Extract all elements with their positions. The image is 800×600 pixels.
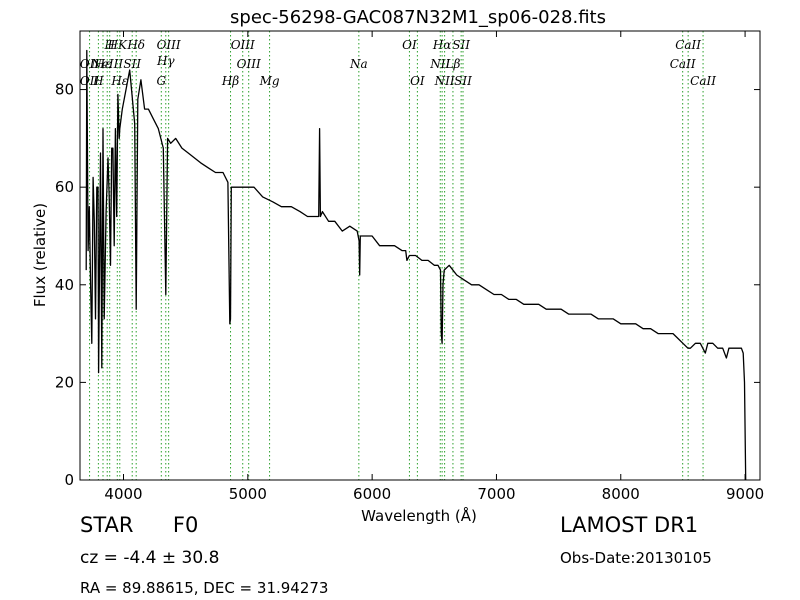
coordinates-label: RA = 89.88615, DEC = 31.94273 <box>80 579 329 597</box>
x-tick-label: 6000 <box>353 485 391 503</box>
x-tick-label: 8000 <box>602 485 640 503</box>
x-tick-label: 4000 <box>104 485 142 503</box>
line-marker-label: OIII <box>231 38 255 52</box>
x-axis-label: Wavelength (Å) <box>361 506 477 525</box>
spectrum-series <box>85 49 747 481</box>
line-marker-label: Hε <box>110 74 128 88</box>
line-marker-label: OII <box>80 57 100 71</box>
line-marker-label: NeIII <box>90 57 123 71</box>
line-marker-label: G <box>157 74 167 88</box>
y-tick-label: 0 <box>64 471 74 489</box>
spectrum-line <box>85 49 747 481</box>
line-marker-label: H <box>92 74 104 88</box>
line-marker-label: OII <box>80 74 100 88</box>
line-marker-label: CaII <box>670 57 696 71</box>
line-marker-label: OIII <box>157 38 181 52</box>
x-tick-label: 5000 <box>229 485 267 503</box>
line-marker-label: Mg <box>259 74 280 88</box>
x-tick-label: 7000 <box>477 485 515 503</box>
y-tick-label: 40 <box>55 276 74 294</box>
line-marker-label: OI <box>402 38 417 52</box>
line-marker-label: Hβ <box>221 74 239 88</box>
y-tick-label: 60 <box>55 178 74 196</box>
line-marker-label: Lβ <box>444 57 460 71</box>
obs-date-label: Obs-Date:20130105 <box>560 549 712 567</box>
line-marker-label: Hγ <box>156 54 175 68</box>
x-tick-label: 9000 <box>726 485 764 503</box>
axis-ticks: 4000 5000 6000 7000 8000 9000 0 20 40 60 80 <box>55 31 764 503</box>
line-marker-label: SII <box>454 74 472 88</box>
line-marker-label: NII <box>434 74 455 88</box>
object-class: STAR F0 <box>80 513 198 537</box>
line-marker-label: Hα <box>432 38 452 52</box>
line-marker-label: Hδ <box>126 38 145 52</box>
chart-title: spec-56298-GAC087N32M1_sp06-028.fits <box>230 7 606 28</box>
line-marker-label: HK <box>107 38 128 52</box>
object-class-label: STAR <box>80 513 134 537</box>
line-marker-label: H <box>103 38 115 52</box>
line-marker-label: SII <box>452 38 470 52</box>
line-marker-label: SII <box>123 57 141 71</box>
redshift-label: cz = -4.4 ± 30.8 <box>80 548 220 568</box>
line-marker-label: OIII <box>237 57 261 71</box>
line-marker-label: NII <box>429 57 450 71</box>
line-marker-label: CaII <box>690 74 716 88</box>
survey-label: LAMOST DR1 <box>560 513 699 537</box>
plot-frame <box>79 30 761 481</box>
line-marker-label: OI <box>410 74 425 88</box>
line-marker-label: CaII <box>675 38 701 52</box>
y-tick-label: 20 <box>55 373 74 391</box>
object-subclass-label: F0 <box>172 513 199 537</box>
line-marker-label: Na <box>349 57 368 71</box>
y-axis-label: Flux (relative) <box>31 203 49 307</box>
y-tick-label: 80 <box>55 81 74 99</box>
